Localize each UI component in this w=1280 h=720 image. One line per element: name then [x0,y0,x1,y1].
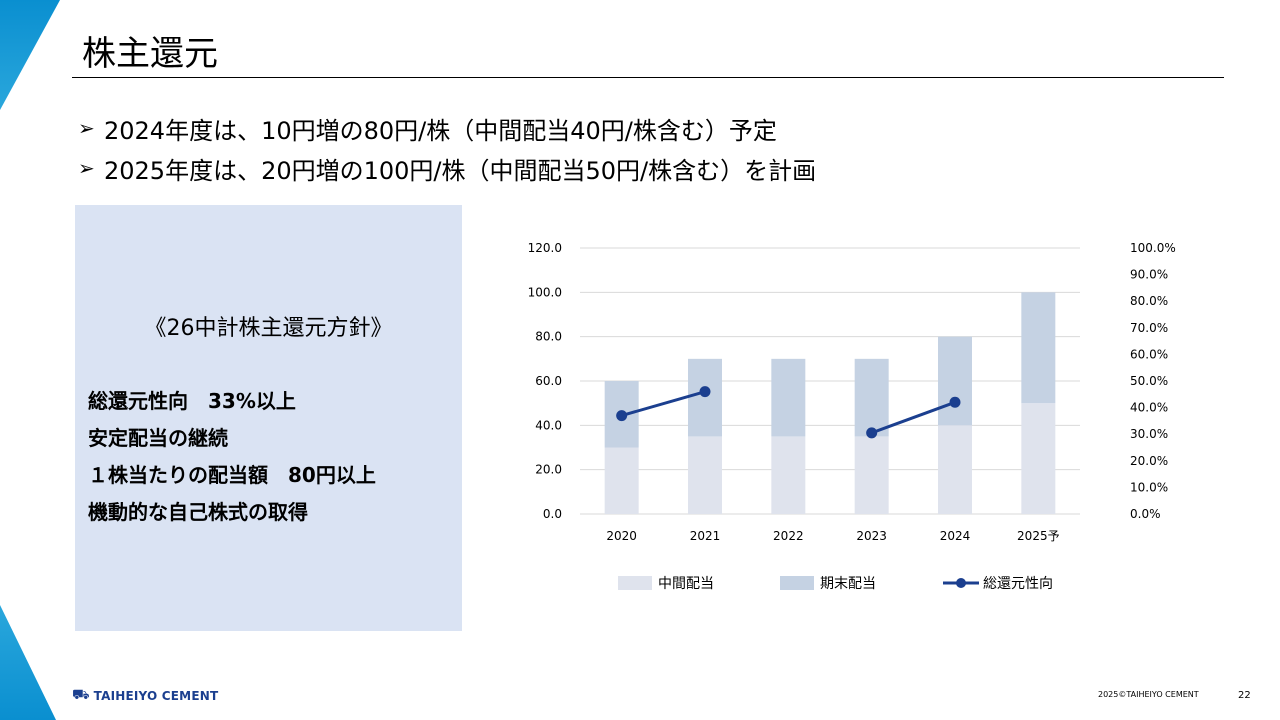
page-number: 22 [1238,690,1251,701]
bar-segment [854,436,889,514]
y-right-tick-label: 30.0% [1130,427,1168,441]
bar-segment [1021,292,1056,404]
line-point [949,396,961,408]
y-left-tick-label: 120.0 [528,241,562,255]
y-right-tick-label: 100.0% [1130,241,1176,255]
policy-item: 機動的な自己株式の取得 [88,500,308,524]
policy-item: １株当たりの配当額 80円以上 [88,463,376,487]
legend-label: 総還元性向 [983,576,1053,592]
bullet-item: ➢ 2025年度は、20円増の100円/株（中間配当50円/株含む）を計画 [78,148,816,188]
x-tick-label: 2023 [856,529,887,543]
y-right-tick-label: 50.0% [1130,374,1168,388]
y-right-tick-label: 80.0% [1130,294,1168,308]
bar-segment [854,358,889,437]
y-right-tick-label: 60.0% [1130,347,1168,361]
y-left-tick-label: 0.0 [543,507,562,521]
y-left-tick-label: 40.0 [535,418,562,432]
legend-swatch [780,576,814,590]
legend-label: 中間配当 [658,576,714,592]
x-tick-label: 2022 [773,529,804,543]
line-series-segment [621,390,706,418]
bullet-list: ➢ 2024年度は、10円増の80円/株（中間配当40円/株含む）予定 ➢ 20… [78,108,816,188]
corner-accent-top [0,0,60,110]
bar-segment [771,358,806,437]
x-tick-label: 2020 [606,529,637,543]
line-point [699,386,711,398]
line-series-segment [871,400,956,435]
line-point [616,410,628,422]
x-tick-label: 2021 [690,529,721,543]
dividend-chart: 0.0 20.0 40.0 60.0 80.0 100.0 120.0 0.0% 10.0% 20… [528,241,1176,592]
title-divider [72,77,1224,78]
bar-segment [688,358,722,437]
y-left-tick-label: 60.0 [535,374,562,388]
bar-segment [938,336,972,426]
company-logo: ⛟ TAIHEIYO CEMENT [72,687,218,705]
bullet-text: 2024年度は、10円増の80円/株（中間配当40円/株含む）予定 [104,116,777,145]
y-right-tick-label: 20.0% [1130,454,1168,468]
arrow-bullet-icon: ➢ [78,116,95,140]
y-right-tick-label: 0.0% [1130,507,1161,521]
bullet-text: 2025年度は、20円増の100円/株（中間配当50円/株含む）を計画 [104,156,817,185]
y-right-tick-label: 40.0% [1130,401,1168,415]
policy-item: 総還元性向 33%以上 [88,389,296,413]
legend-swatch [956,578,966,588]
bar-segment [688,436,722,514]
y-left-tick-label: 80.0 [535,330,562,344]
y-left-tick-label: 100.0 [528,285,562,299]
y-right-tick-label: 70.0% [1130,321,1168,335]
page-title: 株主還元 [82,34,218,74]
arrow-bullet-icon: ➢ [78,156,95,180]
y-right-tick-label: 90.0% [1130,268,1168,282]
bar-segment [1021,403,1056,514]
line-point [866,427,878,439]
policy-item: 安定配当の継続 [88,426,228,450]
bar-segment [771,436,806,514]
policy-box: 《26中計株主還元方針》 総還元性向 33%以上 安定配当の継続 １株当たりの配… [75,205,462,631]
corner-accent-bottom [0,605,56,720]
bar-segment [604,447,639,514]
bullet-item: ➢ 2024年度は、10円増の80円/株（中間配当40円/株含む）予定 [78,108,816,148]
policy-title: 《26中計株主還元方針》 [144,316,393,341]
legend-label: 期末配当 [820,576,876,592]
logo-mark-icon: ⛟ [72,687,90,703]
policy-list: 総還元性向 33%以上 安定配当の継続 １株当たりの配当額 80円以上 機動的な… [88,383,376,531]
legend-swatch [618,576,652,590]
y-left-tick-label: 20.0 [535,463,562,477]
y-right-tick-label: 10.0% [1130,480,1168,494]
bar-segment [938,425,972,514]
logo-text: TAIHEIYO CEMENT [93,689,219,703]
x-tick-label: 2024 [940,529,971,543]
x-tick-label: 2025予 [1017,529,1060,543]
copyright: 2025©TAIHEIYO CEMENT [1098,690,1199,699]
